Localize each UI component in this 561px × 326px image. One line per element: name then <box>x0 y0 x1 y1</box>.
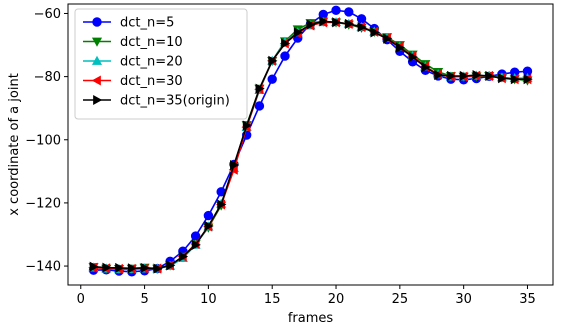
data-point <box>408 51 418 63</box>
data-point <box>306 19 316 30</box>
data-point <box>204 220 214 232</box>
data-point <box>472 69 482 81</box>
data-point <box>255 83 265 94</box>
legend-marker <box>93 94 103 106</box>
legend-label: dct_n=5 <box>120 16 174 31</box>
legend-item: dct_n=30 <box>83 74 183 89</box>
legend-box <box>74 8 248 120</box>
data-point <box>153 263 163 274</box>
legend: dct_n=5 dct_n=10 dct_n=20 dct_n=30 dct_n=35(… <box>74 8 248 120</box>
legend-item: dct_n=5 <box>83 16 174 31</box>
x-tick-label: 35 <box>519 292 536 307</box>
legend-marker <box>92 17 102 27</box>
series-layer <box>88 5 533 277</box>
legend-item: dct_n=35(origin) <box>83 94 230 109</box>
data-point <box>498 73 508 84</box>
ticks-layer: 0 5 10 15 20 25 30 35 −140 −120 −100 −80 −60 <box>25 7 535 307</box>
data-point <box>242 120 252 131</box>
series-4 <box>89 16 533 274</box>
y-tick-label: −140 <box>25 260 61 275</box>
y-tick-label: −60 <box>34 7 61 22</box>
data-point <box>344 7 354 17</box>
legend-item: dct_n=20 <box>83 55 183 70</box>
legend-marker <box>91 55 103 65</box>
legend-label: dct_n=20 <box>120 55 183 70</box>
data-point <box>447 70 457 82</box>
y-tick-label: −100 <box>25 133 61 148</box>
data-point <box>344 18 355 29</box>
y-tick-label: −120 <box>25 196 61 211</box>
data-point <box>332 17 342 28</box>
x-tick-label: 30 <box>455 292 472 307</box>
data-point <box>217 199 227 210</box>
x-tick-label: 25 <box>392 292 409 307</box>
legend-marker <box>91 37 103 47</box>
data-point <box>395 42 406 53</box>
data-point <box>179 251 189 262</box>
x-tick-label: 5 <box>140 292 148 307</box>
data-point <box>510 74 520 85</box>
data-point <box>268 55 278 66</box>
data-point <box>230 159 240 171</box>
data-point <box>281 38 291 49</box>
data-point <box>267 74 277 84</box>
data-point <box>140 262 150 274</box>
legend-label: dct_n=35(origin) <box>120 94 230 109</box>
data-point <box>319 16 329 27</box>
data-point <box>293 27 303 38</box>
data-point <box>89 261 99 272</box>
data-point <box>434 69 444 81</box>
legend-label: dct_n=30 <box>120 74 183 89</box>
data-point <box>191 239 201 250</box>
legend-marker <box>91 75 101 86</box>
y-tick-label: −80 <box>34 70 61 85</box>
data-point <box>485 70 495 82</box>
data-point <box>523 74 533 85</box>
data-point <box>357 21 367 33</box>
data-point <box>421 62 431 73</box>
data-point <box>102 262 112 273</box>
data-point <box>370 27 380 38</box>
data-point <box>203 210 214 221</box>
plot-frame <box>67 3 554 286</box>
x-tick-label: 15 <box>264 292 281 307</box>
legend-label: dct_n=10 <box>120 35 183 50</box>
data-point <box>383 33 393 44</box>
data-point <box>127 263 138 274</box>
data-point <box>356 14 367 24</box>
x-tick-label: 10 <box>200 292 217 307</box>
data-point <box>459 70 469 82</box>
x-tick-label: 20 <box>328 292 345 307</box>
data-point <box>280 51 290 61</box>
x-tick-label: 0 <box>77 292 85 307</box>
y-axis-label: x coordinate of a joint <box>7 73 22 216</box>
data-point <box>115 262 125 274</box>
data-point <box>166 260 176 271</box>
data-point <box>331 5 341 16</box>
legend-item: dct_n=10 <box>83 35 183 50</box>
x-axis-label: frames <box>288 311 334 326</box>
data-point <box>254 101 265 111</box>
